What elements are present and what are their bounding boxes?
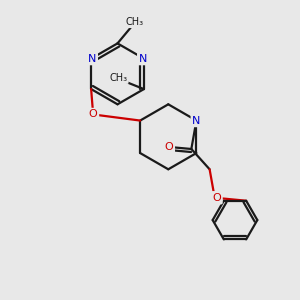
Text: O: O <box>165 142 173 152</box>
Text: N: N <box>192 116 201 126</box>
Text: O: O <box>212 193 221 203</box>
Text: N: N <box>139 54 147 64</box>
Text: O: O <box>89 110 98 119</box>
Text: CH₃: CH₃ <box>126 17 144 27</box>
Text: N: N <box>88 54 96 64</box>
Text: CH₃: CH₃ <box>110 73 128 83</box>
